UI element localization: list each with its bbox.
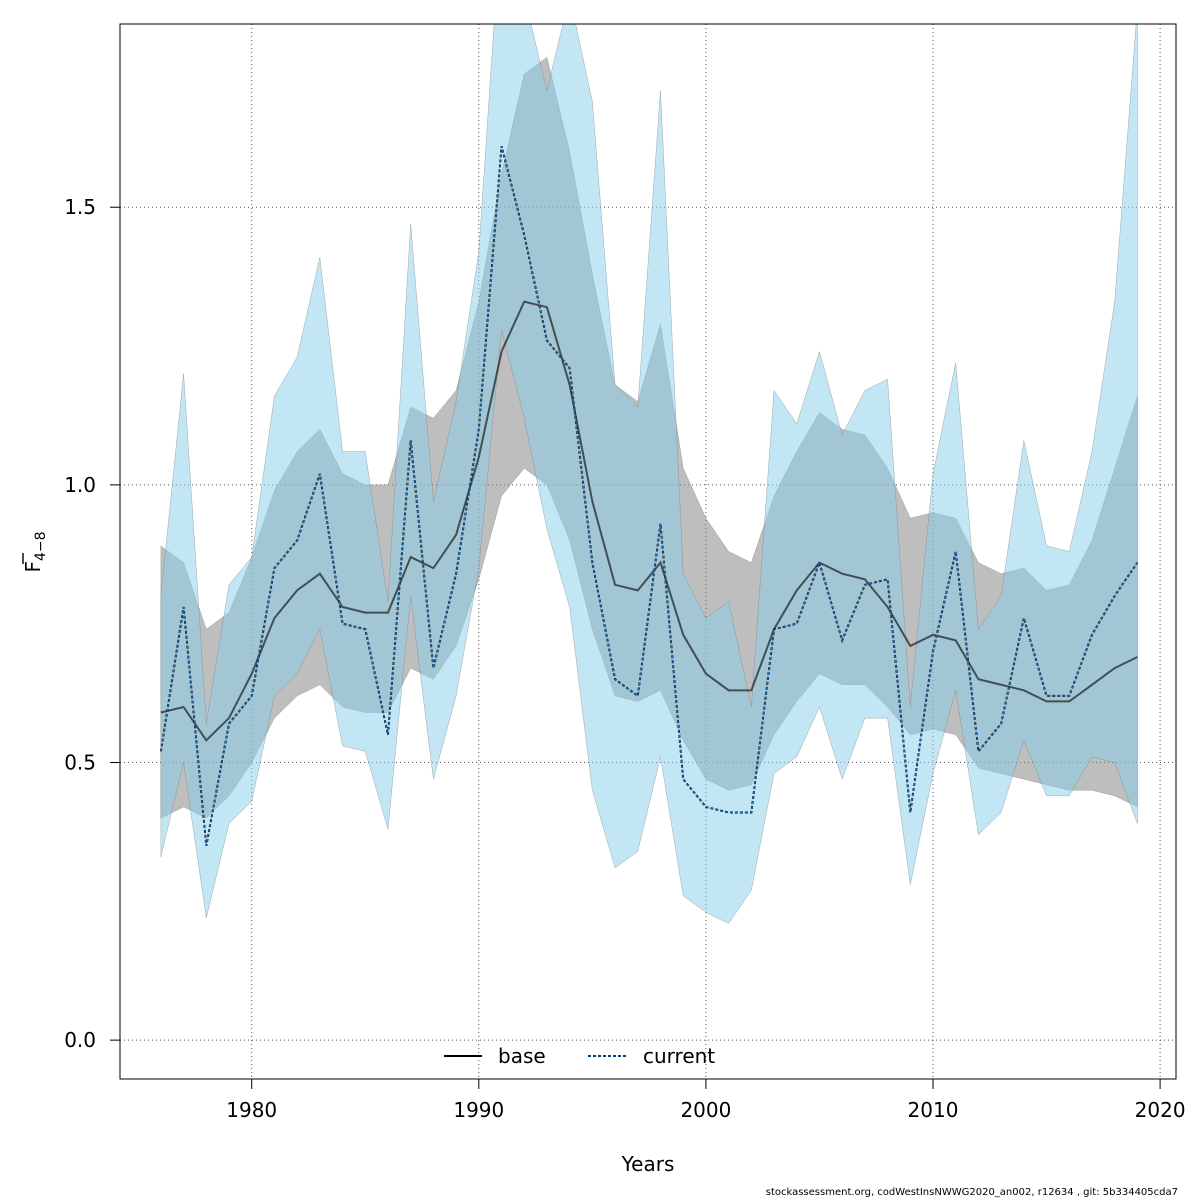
y-axis-title: F4−8 xyxy=(21,531,49,572)
x-axis-title: Years xyxy=(621,1152,675,1176)
y-tick-label: 1.0 xyxy=(64,473,96,497)
axes: 1980 1990 2000 2010 2020 0.0 0.5 1.0 1.5 xyxy=(64,195,1185,1122)
legend-current-label: current xyxy=(643,1044,715,1068)
line-base xyxy=(160,300,1138,742)
x-tick-label: 2010 xyxy=(908,1098,959,1122)
series-lines xyxy=(159,145,1139,846)
plot-frame xyxy=(119,23,1177,1080)
y-axis-title-sub: 4−8 xyxy=(33,531,49,561)
line-current xyxy=(160,146,1138,846)
legend-base-label: base xyxy=(498,1044,546,1068)
x-tick-label: 1990 xyxy=(453,1098,504,1122)
band-current xyxy=(160,24,1138,924)
y-tick-label: 1.5 xyxy=(64,195,96,219)
y-axis-title-main: F xyxy=(21,561,45,573)
svg-text:F4−8: F4−8 xyxy=(21,531,49,572)
x-tick-label: 1980 xyxy=(226,1098,277,1122)
footer-note: stockassessment.org, codWestInsNWWG2020_… xyxy=(765,1187,1178,1198)
x-tick-label: 2000 xyxy=(680,1098,731,1122)
y-tick-label: 0.5 xyxy=(64,751,96,775)
legend: base current xyxy=(444,1044,715,1068)
x-tick-label: 2020 xyxy=(1135,1098,1186,1122)
y-tick-label: 0.0 xyxy=(64,1028,96,1052)
